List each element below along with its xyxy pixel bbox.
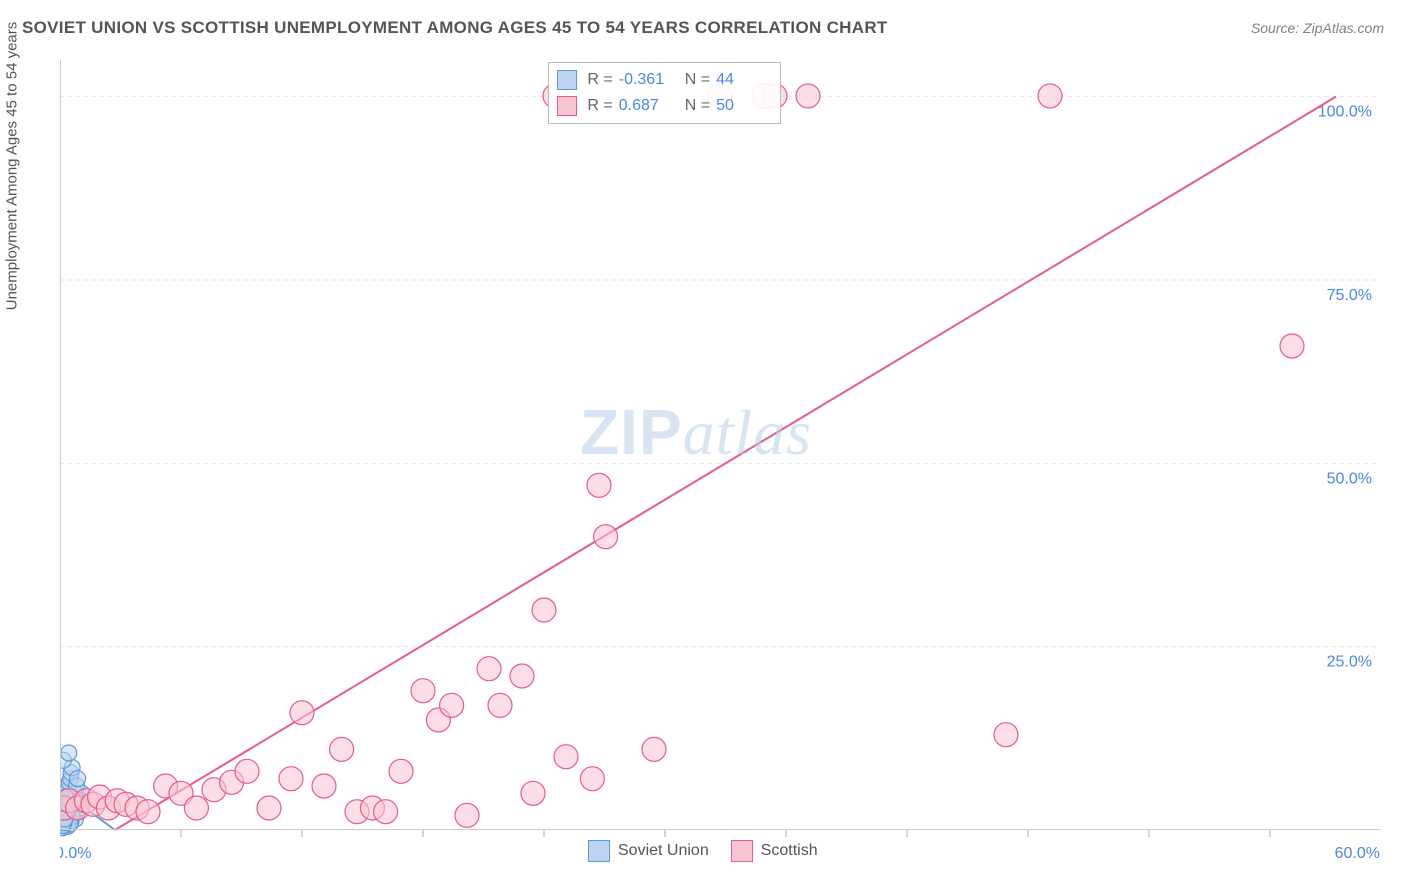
legend-swatch-2 — [731, 840, 753, 862]
source-label: Source: ZipAtlas.com — [1251, 20, 1384, 36]
legend-item-2: Scottish — [731, 840, 818, 862]
legend: Soviet Union Scottish — [588, 840, 818, 862]
y-axis-label: Unemployment Among Ages 45 to 54 years — [4, 22, 21, 311]
chart-title: SOVIET UNION VS SCOTTISH UNEMPLOYMENT AM… — [22, 18, 888, 38]
legend-item-1: Soviet Union — [588, 840, 709, 862]
legend-swatch-1 — [588, 840, 610, 862]
svg-text:60.0%: 60.0% — [1335, 845, 1380, 862]
chart-frame — [60, 60, 1380, 830]
svg-text:0.0%: 0.0% — [60, 845, 91, 862]
